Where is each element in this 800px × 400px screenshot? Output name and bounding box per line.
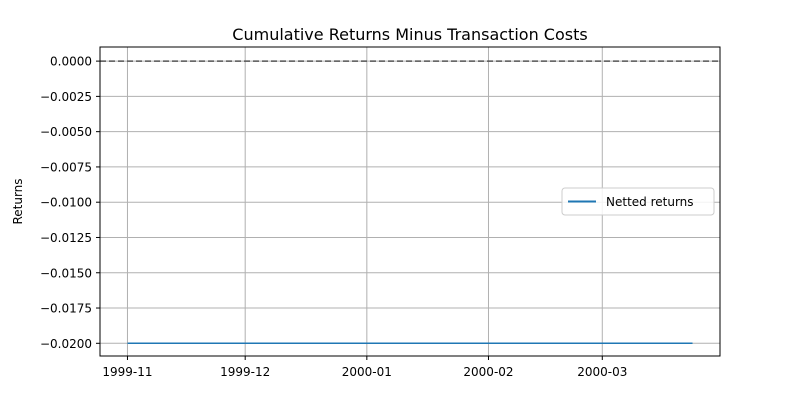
y-tick-label: −0.0175 xyxy=(40,302,92,316)
x-tick-label: 2000-01 xyxy=(342,365,392,379)
legend: Netted returns xyxy=(561,187,715,216)
x-tick-label: 1999-11 xyxy=(102,365,152,379)
x-axis-ticks: 1999-11 1999-12 2000-01 2000-02 2000-03 xyxy=(102,356,627,379)
y-tick-label: −0.0200 xyxy=(40,337,92,351)
y-tick-label: −0.0025 xyxy=(40,90,92,104)
x-tick-label: 2000-03 xyxy=(577,365,627,379)
y-tick-label: −0.0050 xyxy=(40,125,92,139)
y-tick-label: 0.0000 xyxy=(50,55,92,69)
y-axis-ticks: 0.0000 −0.0025 −0.0050 −0.0075 −0.0100 −0.012… xyxy=(40,55,100,351)
y-tick-label: −0.0150 xyxy=(40,266,92,280)
y-tick-label: −0.0125 xyxy=(40,231,92,245)
y-axis-label: Returns xyxy=(11,178,25,224)
y-tick-label: −0.0075 xyxy=(40,160,92,174)
y-tick-label: −0.0100 xyxy=(40,196,92,210)
x-tick-label: 2000-02 xyxy=(463,365,513,379)
x-tick-label: 1999-12 xyxy=(220,365,270,379)
plot-frame xyxy=(99,46,721,357)
legend-box xyxy=(561,187,715,216)
chart-title: Cumulative Returns Minus Transaction Cos… xyxy=(232,25,587,44)
legend-label: Netted returns xyxy=(606,195,694,209)
